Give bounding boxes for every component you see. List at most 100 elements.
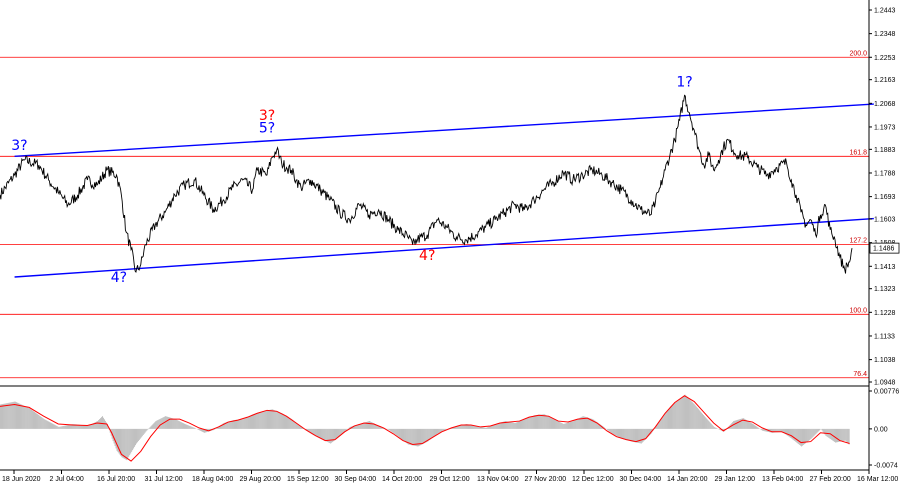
time-tick-label: 29 Aug 20:00 (240, 476, 281, 483)
histogram-bar (374, 423, 376, 429)
histogram-bar (687, 397, 689, 429)
histogram-bar (661, 417, 663, 429)
histogram-bar (282, 413, 284, 429)
histogram-bar (563, 423, 565, 429)
histogram-bar (311, 428, 313, 435)
histogram-bar (15, 401, 17, 429)
histogram-bar (668, 408, 670, 429)
histogram-bar (508, 421, 510, 429)
histogram-bar (516, 422, 518, 429)
histogram-bar (23, 405, 25, 429)
oscillator-tick-label: 0.00776 (874, 389, 899, 396)
histogram-bar (769, 428, 772, 433)
histogram-bar (576, 419, 578, 429)
histogram-bar (319, 428, 321, 439)
histogram-bar (495, 423, 497, 429)
histogram-bar (591, 418, 593, 429)
time-tick-label: 16 Mar 12:00 (857, 476, 898, 483)
histogram-bar (510, 422, 512, 429)
histogram-bar (683, 395, 685, 429)
histogram-bar (414, 428, 416, 446)
histogram-bar (16, 402, 18, 429)
histogram-bar (577, 418, 579, 429)
histogram-bar (234, 419, 237, 429)
histogram-bar (72, 423, 74, 429)
histogram-bar (250, 415, 252, 429)
histogram-bar (535, 415, 538, 429)
histogram-bar (779, 428, 781, 433)
histogram-bar (547, 416, 549, 429)
histogram-bar (364, 422, 366, 429)
histogram-bar (310, 428, 312, 434)
histogram-bar (578, 418, 580, 429)
histogram-bar (483, 427, 485, 429)
histogram-bar (514, 423, 516, 429)
histogram-bar (367, 421, 369, 429)
histogram-bar (822, 428, 824, 432)
histogram-bar (616, 428, 618, 437)
wave-label: 5? (259, 121, 275, 137)
histogram-bar (153, 423, 155, 429)
histogram-bar (35, 413, 37, 429)
histogram-bar (739, 419, 741, 429)
histogram-bar (526, 418, 528, 429)
histogram-bar (393, 428, 395, 434)
histogram-bar (134, 428, 137, 446)
histogram-bar (283, 414, 285, 429)
price-tick-label: 1.1228 (874, 310, 896, 317)
histogram-bar (224, 422, 226, 429)
histogram-bar (555, 420, 557, 429)
histogram-bar (274, 410, 276, 429)
histogram-bar (697, 407, 699, 429)
histogram-bar (59, 426, 61, 429)
oscillator-panel (0, 385, 869, 462)
histogram-bar (52, 423, 54, 429)
histogram-bar (603, 427, 605, 429)
histogram-bar (388, 428, 390, 430)
histogram-bar (18, 403, 20, 429)
histogram-bar (689, 399, 691, 429)
histogram-bar (823, 428, 825, 433)
histogram-bar (93, 423, 95, 429)
histogram-bar (255, 413, 257, 429)
histogram-bar (571, 421, 573, 429)
histogram-bar (142, 428, 144, 435)
histogram-bar (326, 428, 328, 442)
histogram-bar (31, 409, 33, 429)
histogram-bar (712, 425, 714, 429)
histogram-bar (113, 428, 115, 444)
histogram-bar (604, 428, 606, 429)
histogram-bar (600, 424, 602, 429)
histogram-bar (700, 411, 702, 429)
histogram-bar (58, 426, 60, 429)
histogram-bar (826, 428, 828, 437)
histogram-bar (696, 406, 698, 429)
histogram-bar (426, 428, 428, 443)
histogram-bar (783, 428, 785, 434)
histogram-bar (701, 413, 704, 429)
histogram-bar (754, 425, 756, 429)
histogram-bar (770, 428, 772, 433)
histogram-bar (596, 421, 598, 429)
channel-lines (14, 103, 874, 278)
histogram-bar (585, 417, 587, 429)
histogram-bar (613, 428, 615, 435)
wave-label: 4? (419, 248, 435, 264)
histogram-bar (642, 428, 644, 442)
histogram-bar (407, 428, 409, 445)
time-tick-label: 12 Dec 12:00 (572, 476, 614, 483)
histogram-bar (12, 401, 14, 429)
histogram-bar (568, 422, 571, 429)
histogram-bar (515, 422, 517, 429)
histogram-bar (216, 427, 218, 429)
histogram-bar (592, 419, 594, 429)
histogram-bar (394, 428, 396, 434)
histogram-bar (808, 428, 810, 441)
histogram-bar (139, 428, 141, 439)
histogram-bar (791, 428, 793, 439)
histogram-bar (619, 428, 621, 438)
histogram-bar (606, 428, 608, 430)
histogram-bar (362, 423, 364, 429)
histogram-bar (297, 423, 299, 429)
